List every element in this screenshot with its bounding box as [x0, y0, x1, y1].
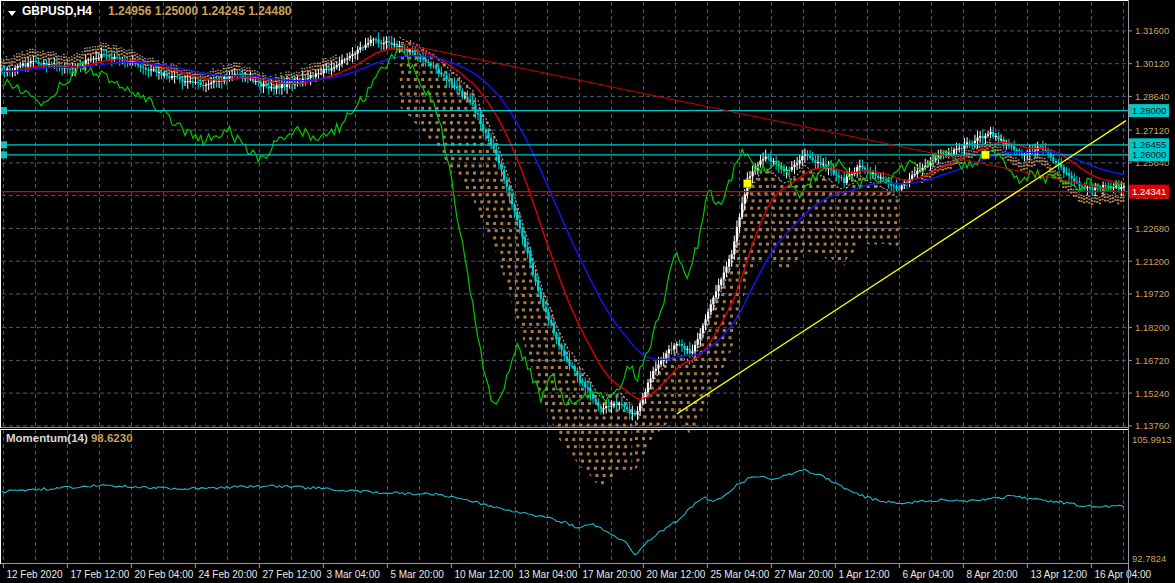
svg-text:Momentum(14) 98.6230: Momentum(14) 98.6230 — [6, 432, 133, 444]
svg-text:13 Apr 12:00: 13 Apr 12:00 — [1030, 569, 1087, 580]
svg-text:16 Apr 04:00: 16 Apr 04:00 — [1094, 569, 1151, 580]
svg-text:1.22680: 1.22680 — [1135, 223, 1169, 234]
svg-text:25 Mar 04:00: 25 Mar 04:00 — [710, 569, 769, 580]
svg-text:27 Mar 20:00: 27 Mar 20:00 — [774, 569, 833, 580]
svg-text:6 Apr 04:00: 6 Apr 04:00 — [902, 569, 954, 580]
svg-text:17 Mar 20:00: 17 Mar 20:00 — [582, 569, 641, 580]
svg-text:1.19720: 1.19720 — [1135, 288, 1169, 299]
svg-text:24 Feb 20:00: 24 Feb 20:00 — [198, 569, 257, 580]
svg-text:1.28000: 1.28000 — [1132, 105, 1166, 116]
svg-text:5 Mar 20:00: 5 Mar 20:00 — [390, 569, 444, 580]
svg-text:1.30120: 1.30120 — [1135, 58, 1169, 69]
svg-text:GBPUSD,H4: GBPUSD,H4 — [22, 4, 92, 18]
svg-text:1.15240: 1.15240 — [1135, 388, 1169, 399]
svg-text:92.7824: 92.7824 — [1132, 553, 1166, 564]
svg-text:1.28640: 1.28640 — [1135, 91, 1169, 102]
svg-text:13 Mar 04:00: 13 Mar 04:00 — [518, 569, 577, 580]
svg-text:20 Feb 04:00: 20 Feb 04:00 — [134, 569, 193, 580]
svg-text:1.24341: 1.24341 — [1132, 186, 1166, 197]
svg-text:105.9913: 105.9913 — [1132, 434, 1172, 445]
svg-text:1.24956 1.25000 1.24245 1.2448: 1.24956 1.25000 1.24245 1.24480 — [108, 4, 292, 18]
svg-text:1.27120: 1.27120 — [1135, 125, 1169, 136]
svg-text:10 Mar 12:00: 10 Mar 12:00 — [454, 569, 513, 580]
svg-text:20 Mar 12:00: 20 Mar 12:00 — [646, 569, 705, 580]
svg-text:1.13760: 1.13760 — [1135, 420, 1169, 431]
svg-text:27 Feb 12:00: 27 Feb 12:00 — [262, 569, 321, 580]
svg-text:12 Feb 2020: 12 Feb 2020 — [6, 569, 63, 580]
svg-text:17 Feb 12:00: 17 Feb 12:00 — [70, 569, 129, 580]
svg-text:1.26000: 1.26000 — [1132, 149, 1166, 160]
svg-text:1 Apr 12:00: 1 Apr 12:00 — [838, 569, 890, 580]
svg-text:1.16720: 1.16720 — [1135, 355, 1169, 366]
svg-text:8 Apr 20:00: 8 Apr 20:00 — [966, 569, 1018, 580]
svg-text:1.31600: 1.31600 — [1135, 25, 1169, 36]
svg-text:3 Mar 04:00: 3 Mar 04:00 — [326, 569, 380, 580]
svg-text:1.18200: 1.18200 — [1135, 322, 1169, 333]
svg-text:1.21200: 1.21200 — [1135, 256, 1169, 267]
